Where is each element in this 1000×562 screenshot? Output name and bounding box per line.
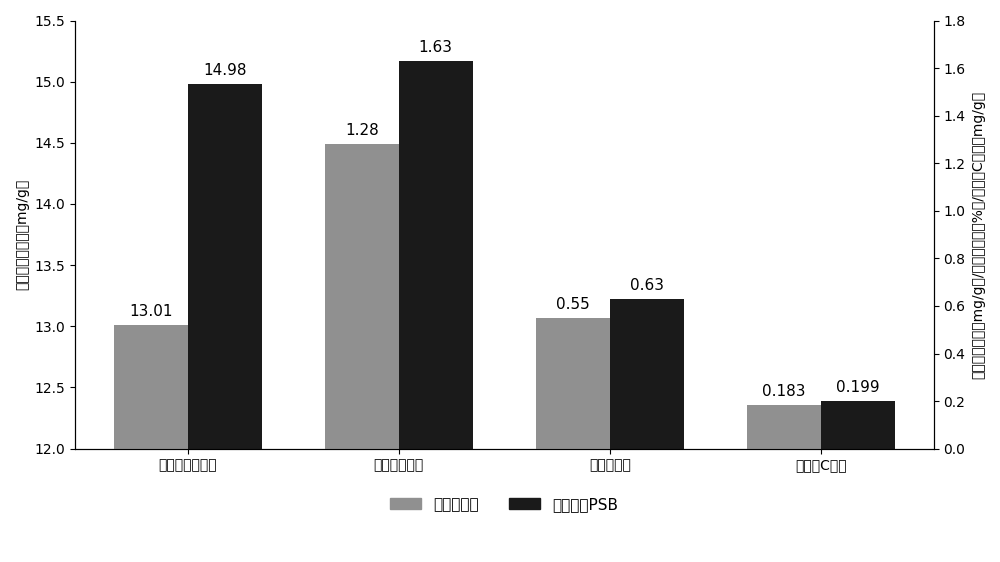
Text: 1.28: 1.28 [345, 123, 379, 138]
Bar [114, 325, 188, 448]
Bar [536, 318, 610, 448]
Y-axis label: 可溶性蛋白含量（mg/g）: 可溶性蛋白含量（mg/g） [15, 179, 29, 290]
Text: 0.199: 0.199 [836, 380, 879, 395]
Bar [747, 405, 821, 448]
Bar [325, 144, 399, 448]
Text: 0.55: 0.55 [556, 297, 590, 312]
Bar [188, 84, 262, 448]
Bar [610, 299, 684, 448]
Bar [821, 401, 895, 448]
Text: 0.63: 0.63 [630, 278, 664, 293]
Text: 14.98: 14.98 [203, 63, 247, 78]
Text: 13.01: 13.01 [129, 304, 173, 319]
Y-axis label: 可溶性糖含量（mg/g）/叶绻素总量（%）/维生素C含量（mg/g）: 可溶性糖含量（mg/g）/叶绻素总量（%）/维生素C含量（mg/g） [971, 90, 985, 379]
Legend: 营养液处理, 厌氧池水PSB: 营养液处理, 厌氧池水PSB [384, 491, 624, 518]
Text: 1.63: 1.63 [419, 40, 453, 55]
Text: 0.183: 0.183 [762, 384, 806, 399]
Bar [399, 61, 473, 448]
